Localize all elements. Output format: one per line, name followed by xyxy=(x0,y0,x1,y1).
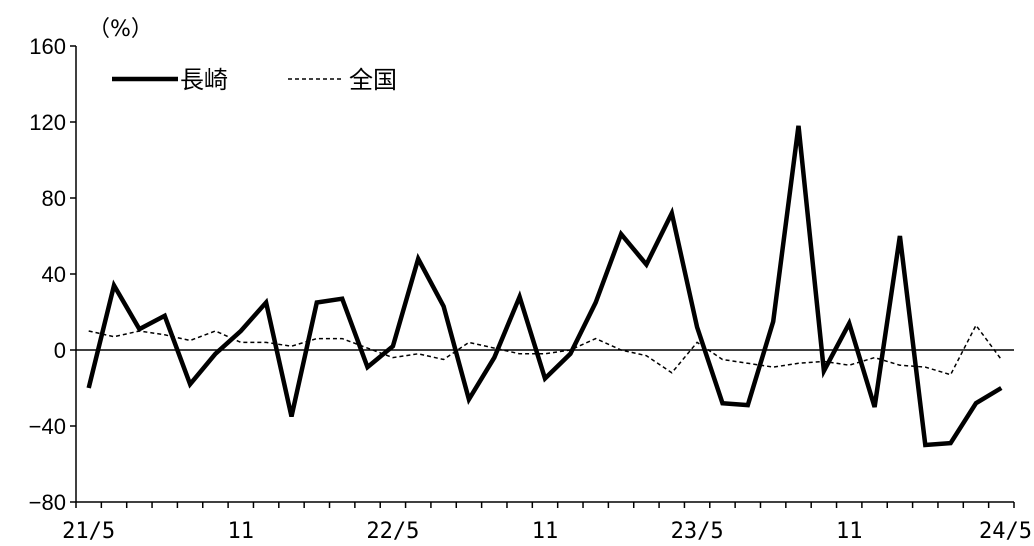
x-tick-label: 11 xyxy=(532,519,559,544)
y-tick-label: 80 xyxy=(42,186,66,211)
y-tick-label: 120 xyxy=(29,110,66,135)
x-tick-label: 23/5 xyxy=(671,519,724,544)
y-tick-label: −40 xyxy=(29,414,66,439)
series-lines xyxy=(86,125,1003,448)
y-tick-label: 0 xyxy=(54,338,66,363)
x-tick-label: 21/5 xyxy=(62,519,115,544)
y-tick-label: 40 xyxy=(42,262,66,287)
y-unit-label: （%） xyxy=(88,17,153,42)
y-tick-labels: −80 −40 0 40 80 120 160 xyxy=(29,34,66,515)
x-tick-label: 11 xyxy=(228,519,255,544)
y-tick-label: −80 xyxy=(29,490,66,515)
legend-label-nagasaki: 長崎 xyxy=(180,66,228,94)
x-tick-label: 11 xyxy=(836,519,863,544)
y-tick-label: 160 xyxy=(29,34,66,59)
x-tick-labels: 21/5 11 22/5 11 23/5 11 24/5 xyxy=(62,519,1032,544)
x-tick-label: 24/5 xyxy=(979,519,1032,544)
x-tick-label: 22/5 xyxy=(366,519,419,544)
series-line-nagasaki xyxy=(86,125,1003,448)
legend: 長崎 全国 xyxy=(112,66,397,94)
axes xyxy=(70,45,1015,508)
legend-label-national: 全国 xyxy=(349,66,397,94)
